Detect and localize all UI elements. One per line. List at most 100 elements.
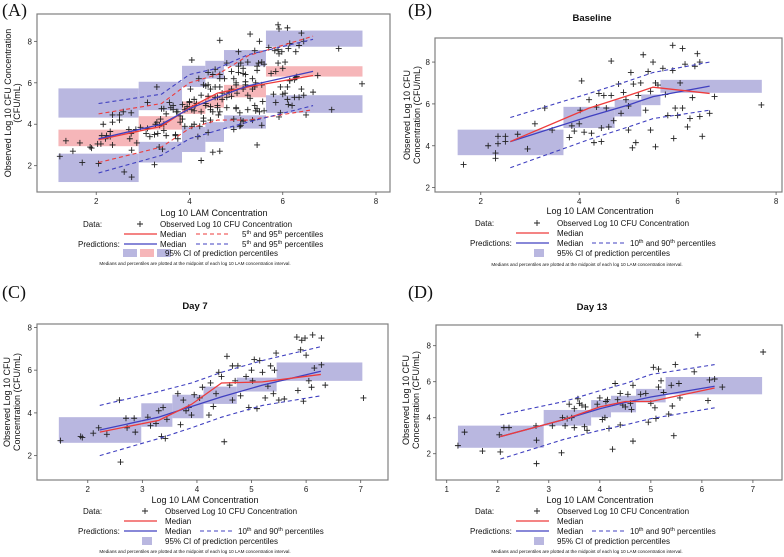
observed-point [594,401,601,408]
observed-point [163,110,170,117]
y-tick-label: 6 [28,366,33,375]
observed-point [620,89,627,96]
observed-point [625,127,632,134]
observed-point [335,45,342,52]
observed-point [296,94,303,101]
legend-percentile-part: and 90 [644,239,671,248]
observed-point [233,104,240,111]
observed-point [87,144,94,151]
legend-ci-swatch [534,537,544,545]
observed-point [758,101,765,108]
observed-point [233,79,240,86]
y-tick-label: 2 [427,450,432,459]
observed-point [281,396,288,403]
observed-point [627,69,634,76]
observed-median-line [500,387,715,438]
observed-point [244,92,251,99]
observed-point [596,394,603,401]
observed-point [56,153,63,160]
observed-point [215,369,222,376]
observed-point [216,108,223,115]
observed-point [240,65,247,72]
observed-point [252,107,259,114]
ci-band-blue [138,141,183,163]
observed-point [294,387,301,394]
x-tick-label: 8 [774,197,779,206]
observed-point [188,57,195,64]
legend-percentile-label: 10th and 90th percentiles [630,239,716,248]
observed-point [270,390,277,397]
observed-point [629,144,636,151]
observed-point [230,126,237,133]
legend-percentile-part: percentiles [675,527,716,536]
observed-point [268,70,275,77]
observed-point [558,449,565,456]
observed-point [495,140,502,147]
observed-point [622,96,629,103]
observed-point [90,430,97,437]
observed-point [109,119,116,126]
observed-point [249,377,256,384]
ci-band-blue [141,403,173,427]
legend-percentile-part: percentiles [282,240,323,249]
observed-point [237,60,244,67]
observed-point [655,366,662,373]
plot-frame [36,13,391,193]
panel-D: (D) Day 13 1 2 3 4 5 6 7 2 4 6 8 Log 10 LAM Concentra… [401,282,783,554]
observed-point [650,59,657,66]
observed-point [571,128,578,135]
observed-point [694,331,701,338]
observed-point [223,94,230,101]
observed-point [590,139,597,146]
observed-point [691,63,698,70]
observed-point [645,419,652,426]
legend: Data: Observed Log 10 CFU ConcentrationMe… [78,220,323,266]
observed-point [571,405,578,412]
observed-point [318,361,325,368]
observed-median-line [99,373,321,433]
observed-point [505,424,512,431]
observed-point [309,331,316,338]
panel-label: (B) [408,0,432,21]
legend-percentile-part: th [246,240,251,246]
observed-point [94,140,101,147]
legend-percentile-part: th [670,527,675,533]
observed-point [566,134,573,141]
observed-point [153,83,160,90]
legend-data-label: Data: [475,219,494,228]
observed-point [298,337,305,344]
observed-point [614,396,621,403]
legend-percentile-part: th [247,527,252,533]
observed-point [314,72,321,79]
legend-percentile-part: th [670,239,675,245]
x-tick-label: 7 [358,485,363,494]
observed-point [670,135,677,142]
ci-band-blue [182,65,206,87]
observed-point [107,128,114,135]
panel-title: Day 7 [182,301,207,312]
y-tick-label: 8 [426,58,431,67]
y-axis-label: Concentration (CFU/mL) [412,66,422,164]
observed-point [492,150,499,157]
observed-point [610,117,617,124]
observed-point [645,68,652,75]
observed-point [117,459,124,466]
observed-point [69,148,76,155]
observed-point [298,86,305,93]
observed-point [637,79,644,86]
observed-point [216,83,223,90]
legend-data-label: Data: [475,507,494,516]
observed-point [272,99,279,106]
ci-band-blue [457,129,564,156]
legend-predicted-median-label: Median [557,239,583,248]
y-tick-label: 8 [28,37,33,46]
observed-point [207,86,214,93]
observed-point [533,437,540,444]
legend-predictions-label: Predictions: [78,240,120,249]
legend-observed-label: Observed Log 10 CFU Concentration [557,507,689,516]
observed-point [191,121,198,128]
observed-point [247,95,254,102]
predicted-upper-line [500,364,715,416]
legend-percentile-part: th [639,239,644,245]
observed-point [608,58,615,65]
